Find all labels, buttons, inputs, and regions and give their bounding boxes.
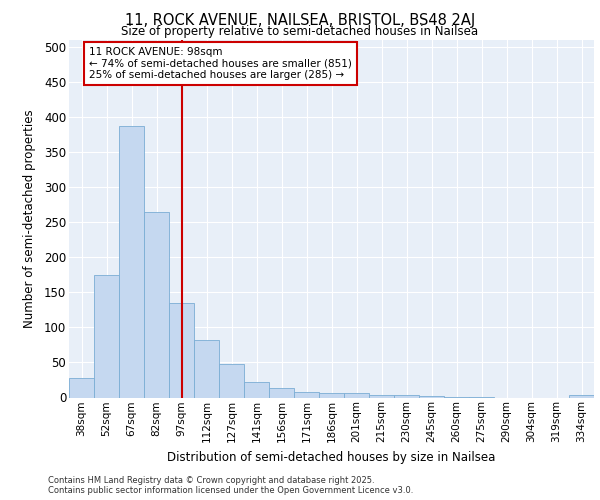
Y-axis label: Number of semi-detached properties: Number of semi-detached properties: [23, 110, 35, 328]
Text: Size of property relative to semi-detached houses in Nailsea: Size of property relative to semi-detach…: [121, 25, 479, 38]
Bar: [419, 396, 444, 398]
Bar: [69, 378, 94, 398]
Bar: [394, 396, 419, 398]
Bar: [194, 340, 219, 398]
Bar: [344, 394, 369, 398]
Bar: [294, 392, 319, 398]
Text: 11 ROCK AVENUE: 98sqm
← 74% of semi-detached houses are smaller (851)
25% of sem: 11 ROCK AVENUE: 98sqm ← 74% of semi-deta…: [89, 47, 352, 80]
Bar: [244, 382, 269, 398]
Bar: [144, 212, 169, 398]
Text: 11, ROCK AVENUE, NAILSEA, BRISTOL, BS48 2AJ: 11, ROCK AVENUE, NAILSEA, BRISTOL, BS48 …: [125, 12, 475, 28]
Bar: [269, 388, 294, 398]
Bar: [569, 396, 594, 398]
X-axis label: Distribution of semi-detached houses by size in Nailsea: Distribution of semi-detached houses by …: [167, 450, 496, 464]
Bar: [469, 397, 494, 398]
Text: Contains HM Land Registry data © Crown copyright and database right 2025.
Contai: Contains HM Land Registry data © Crown c…: [48, 476, 413, 495]
Bar: [444, 397, 469, 398]
Bar: [369, 394, 394, 398]
Bar: [119, 126, 144, 398]
Bar: [319, 392, 344, 398]
Bar: [219, 364, 244, 398]
Bar: [169, 303, 194, 398]
Bar: [94, 275, 119, 398]
